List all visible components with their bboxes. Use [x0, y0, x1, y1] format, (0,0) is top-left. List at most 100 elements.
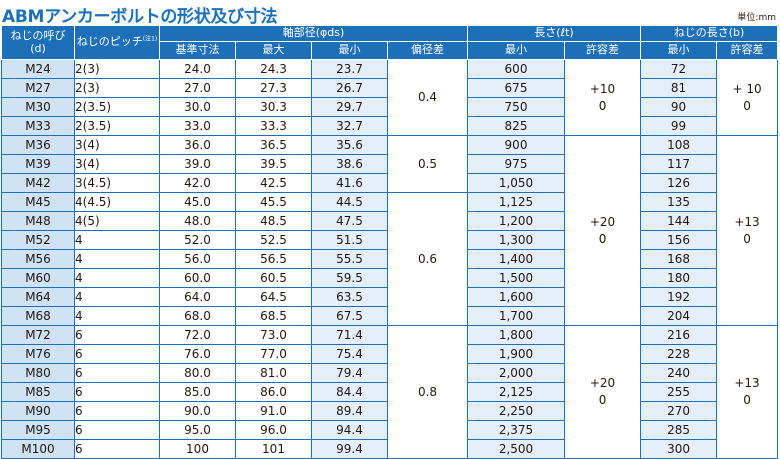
cell-length-min: 600 — [467, 59, 565, 79]
cell-thread-tolerance-line: + 10 — [732, 81, 762, 96]
cell-pitch: 2(3) — [74, 59, 160, 79]
header-thread-tolerance: 許容差 — [716, 41, 779, 60]
cell-nominal: 39.0 — [159, 154, 236, 174]
cell-thread-min: 81 — [640, 78, 718, 98]
cell-pitch: 6 — [74, 420, 160, 440]
cell-thread-size: M52 — [1, 230, 75, 250]
cell-nominal: 33.0 — [159, 116, 236, 136]
cell-length-tolerance-line: 0 — [598, 231, 607, 246]
cell-pitch: 6 — [74, 382, 160, 402]
cell-length-min: 900 — [467, 135, 565, 155]
cell-eccentricity: 0.6 — [387, 192, 468, 326]
cell-min: 79.4 — [311, 363, 388, 383]
cell-thread-min: 270 — [640, 401, 718, 421]
cell-max: 91.0 — [235, 401, 312, 421]
table-row: M36 3(4) 36.0 36.5 35.6 0.5 900 +20 0 108 +13 0 — [1, 135, 779, 326]
cell-max: 48.5 — [235, 211, 312, 231]
cell-length-tolerance-line: 0 — [598, 393, 607, 407]
cell-min: 89.4 — [311, 401, 388, 421]
cell-length-min: 1,200 — [467, 211, 565, 231]
cell-nominal: 85.0 — [159, 382, 236, 402]
cell-min: 75.4 — [311, 344, 388, 364]
cell-pitch: 3(4) — [74, 154, 160, 174]
cell-min: 99.4 — [311, 439, 388, 459]
cell-eccentricity: 0.4 — [387, 59, 468, 136]
cell-length-min: 1,600 — [467, 287, 565, 307]
cell-thread-size: M39 — [1, 154, 75, 174]
cell-thread-tolerance-line: 0 — [743, 98, 751, 113]
header-length: 長さ(ℓt) — [466, 25, 642, 42]
cell-nominal: 72.0 — [159, 325, 236, 345]
cell-nominal: 90.0 — [159, 401, 236, 421]
header-min: 最小 — [311, 41, 388, 60]
table-row: M24 2(3) 24.0 24.3 23.7 0.4 600 +10 0 72 + 10 0 — [1, 59, 779, 136]
cell-max: 77.0 — [235, 344, 312, 364]
header-thread-min: 最小 — [640, 41, 718, 60]
cell-length-tolerance: +20 0 — [563, 325, 642, 459]
header-length-tolerance: 許容差 — [563, 41, 642, 60]
header-nominal: 基準寸法 — [159, 41, 236, 60]
cell-thread-min: 204 — [640, 306, 718, 326]
cell-pitch: 4 — [74, 268, 160, 288]
cell-min: 44.5 — [311, 192, 388, 212]
cell-thread-size: M48 — [1, 211, 75, 231]
cell-thread-size: M64 — [1, 287, 75, 307]
cell-eccentricity: 0.8 — [387, 325, 468, 459]
cell-thread-size: M27 — [1, 78, 75, 98]
cell-length-min: 2,500 — [467, 439, 565, 459]
cell-thread-size: M60 — [1, 268, 75, 288]
cell-thread-size: M100 — [1, 439, 75, 459]
cell-nominal: 42.0 — [159, 173, 236, 193]
cell-min: 41.6 — [311, 173, 388, 193]
cell-max: 101 — [235, 439, 312, 459]
cell-length-min: 1,400 — [467, 249, 565, 269]
cell-min: 47.5 — [311, 211, 388, 231]
cell-pitch: 4 — [74, 249, 160, 269]
cell-length-min: 1,900 — [467, 344, 565, 364]
cell-thread-min: 117 — [640, 154, 718, 174]
cell-max: 64.5 — [235, 287, 312, 307]
cell-min: 63.5 — [311, 287, 388, 307]
cell-thread-min: 99 — [640, 116, 718, 136]
cell-max: 68.5 — [235, 306, 312, 326]
cell-pitch: 4 — [74, 230, 160, 250]
cell-thread-size: M80 — [1, 363, 75, 383]
table-row: M80 6 80.0 81.0 79.4 2,000 240 — [1, 363, 778, 383]
table-row: M95 6 95.0 96.0 94.4 2,375 285 — [1, 420, 778, 440]
cell-nominal: 68.0 — [159, 306, 236, 326]
cell-length-tolerance: +10 0 — [563, 59, 642, 136]
cell-length-min: 1,300 — [467, 230, 565, 250]
cell-length-tolerance-line: 0 — [598, 98, 607, 113]
table-row: M56 4 56.0 56.5 55.5 1,400 168 — [1, 249, 778, 269]
cell-min: 59.5 — [311, 268, 388, 288]
cell-thread-size: M95 — [1, 420, 75, 440]
cell-nominal: 100 — [159, 439, 236, 459]
cell-thread-size: M45 — [1, 192, 75, 212]
cell-max: 45.5 — [235, 192, 312, 212]
cell-length-tolerance: +20 0 — [563, 135, 642, 326]
cell-length-min: 1,700 — [467, 306, 565, 326]
table-row: M45 4(4.5) 45.0 45.5 44.5 0.6 1,125 135 — [1, 192, 778, 326]
table-row: M90 6 90.0 91.0 89.4 2,250 270 — [1, 401, 778, 421]
header-length-min: 最小 — [467, 41, 565, 60]
cell-eccentricity: 0.5 — [387, 135, 468, 193]
cell-length-min: 750 — [467, 97, 565, 117]
cell-thread-min: 144 — [640, 211, 718, 231]
cell-thread-size: M72 — [1, 325, 75, 345]
header-pitch-label: ねじのピッチ — [76, 35, 143, 49]
cell-thread-tolerance-line: 0 — [743, 393, 751, 407]
cell-max: 24.3 — [235, 59, 312, 79]
cell-length-min: 2,000 — [467, 363, 565, 383]
cell-length-min: 1,800 — [467, 325, 565, 345]
cell-thread-min: 300 — [640, 439, 718, 459]
header-thread-size: ねじの呼び (d) — [1, 25, 75, 60]
cell-max: 39.5 — [235, 154, 312, 174]
cell-length-min: 2,250 — [467, 401, 565, 421]
cell-max: 33.3 — [235, 116, 312, 136]
cell-pitch: 4 — [74, 287, 160, 307]
cell-pitch: 6 — [74, 401, 160, 421]
cell-thread-min: 285 — [640, 420, 718, 440]
cell-min: 26.7 — [311, 78, 388, 98]
cell-pitch: 6 — [74, 344, 160, 364]
cell-min: 29.7 — [311, 97, 388, 117]
